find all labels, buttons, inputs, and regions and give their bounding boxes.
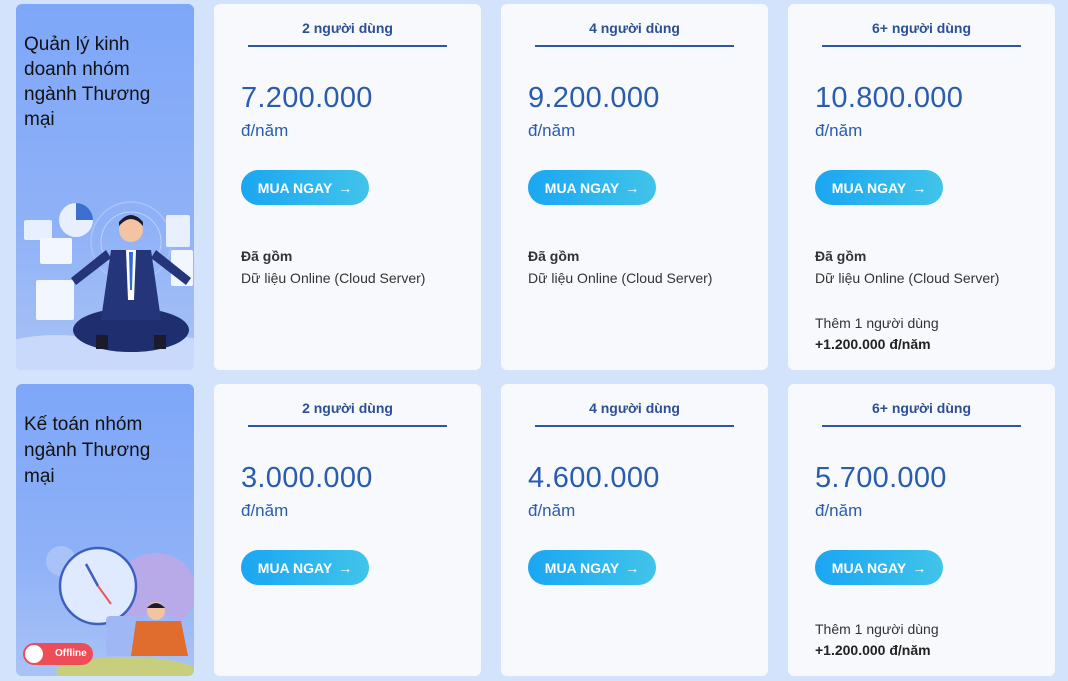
users-label: 2 người dùng xyxy=(248,400,447,427)
arrow-right-icon: → xyxy=(625,559,640,576)
buy-now-button[interactable]: MUA NGAY → xyxy=(241,170,369,205)
price: 10.800.000 xyxy=(815,82,964,114)
extra-user-price: +1.200.000 đ/năm xyxy=(815,336,931,352)
arrow-right-icon: → xyxy=(625,179,640,196)
users-label: 4 người dùng xyxy=(535,400,734,427)
buy-now-button[interactable]: MUA NGAY → xyxy=(815,550,943,585)
extra-user-label: Thêm 1 người dùng xyxy=(815,315,939,331)
arrow-right-icon: → xyxy=(338,559,353,576)
buy-now-button[interactable]: MUA NGAY → xyxy=(528,170,656,205)
category-card: Quản lý kinh doanh nhóm ngành Thương mại xyxy=(16,4,194,370)
arrow-right-icon: → xyxy=(912,179,927,196)
extra-user-price: +1.200.000 đ/năm xyxy=(815,642,931,658)
price: 5.700.000 xyxy=(815,462,947,494)
included-item: Dữ liệu Online (Cloud Server) xyxy=(815,270,1000,286)
price: 4.600.000 xyxy=(528,462,660,494)
plan-row-accounting: Kế toán nhóm ngành Thương mại Offline 2 … xyxy=(0,384,1068,676)
included-title: Đã gồm xyxy=(815,248,867,264)
users-label: 6+ người dùng xyxy=(822,400,1021,427)
buy-now-button[interactable]: MUA NGAY → xyxy=(241,550,369,585)
included-item: Dữ liệu Online (Cloud Server) xyxy=(528,270,713,286)
price: 3.000.000 xyxy=(241,462,373,494)
arrow-right-icon: → xyxy=(912,559,927,576)
toggle-label: Offline xyxy=(55,648,87,659)
buy-now-button[interactable]: MUA NGAY → xyxy=(528,550,656,585)
price-card-2-users: 2 người dùng 3.000.000 đ/năm MUA NGAY → xyxy=(214,384,481,676)
users-label: 2 người dùng xyxy=(248,20,447,47)
price-card-6plus-users: 6+ người dùng 5.700.000 đ/năm MUA NGAY →… xyxy=(788,384,1055,676)
buy-button-label: MUA NGAY xyxy=(257,559,333,576)
category-card: Kế toán nhóm ngành Thương mại Offline xyxy=(16,384,194,676)
price-unit: đ/năm xyxy=(528,121,576,140)
price: 7.200.000 xyxy=(241,82,373,114)
price: 9.200.000 xyxy=(528,82,660,114)
category-title: Kế toán nhóm ngành Thương mại xyxy=(24,414,151,487)
users-label: 6+ người dùng xyxy=(822,20,1021,47)
included-title: Đã gồm xyxy=(241,248,293,264)
price-unit: đ/năm xyxy=(815,501,863,520)
buy-button-label: MUA NGAY xyxy=(831,559,907,576)
extra-user-label: Thêm 1 người dùng xyxy=(815,621,939,637)
buy-button-label: MUA NGAY xyxy=(831,179,907,196)
buy-button-label: MUA NGAY xyxy=(544,179,620,196)
price-unit: đ/năm xyxy=(528,501,576,520)
meditating-businessman-illustration xyxy=(16,201,194,370)
price-card-4-users: 4 người dùng 4.600.000 đ/năm MUA NGAY → xyxy=(501,384,768,676)
clock-and-person-illustration xyxy=(46,546,194,676)
buy-button-label: MUA NGAY xyxy=(257,179,333,196)
plan-row-business: Quản lý kinh doanh nhóm ngành Thương mại xyxy=(0,4,1068,370)
arrow-right-icon: → xyxy=(338,179,353,196)
price-unit: đ/năm xyxy=(241,121,289,140)
buy-now-button[interactable]: MUA NGAY → xyxy=(815,170,943,205)
price-unit: đ/năm xyxy=(815,121,863,140)
included-item: Dữ liệu Online (Cloud Server) xyxy=(241,270,426,286)
included-title: Đã gồm xyxy=(528,248,580,264)
price-card-2-users: 2 người dùng 7.200.000 đ/năm MUA NGAY → … xyxy=(214,4,481,370)
price-unit: đ/năm xyxy=(241,501,289,520)
price-card-4-users: 4 người dùng 9.200.000 đ/năm MUA NGAY → … xyxy=(501,4,768,370)
offline-toggle[interactable]: Offline xyxy=(23,643,93,665)
buy-button-label: MUA NGAY xyxy=(544,559,620,576)
price-card-6plus-users: 6+ người dùng 10.800.000 đ/năm MUA NGAY … xyxy=(788,4,1055,370)
toggle-knob xyxy=(25,645,43,663)
users-label: 4 người dùng xyxy=(535,20,734,47)
category-title: Quản lý kinh doanh nhóm ngành Thương mại xyxy=(24,34,151,130)
